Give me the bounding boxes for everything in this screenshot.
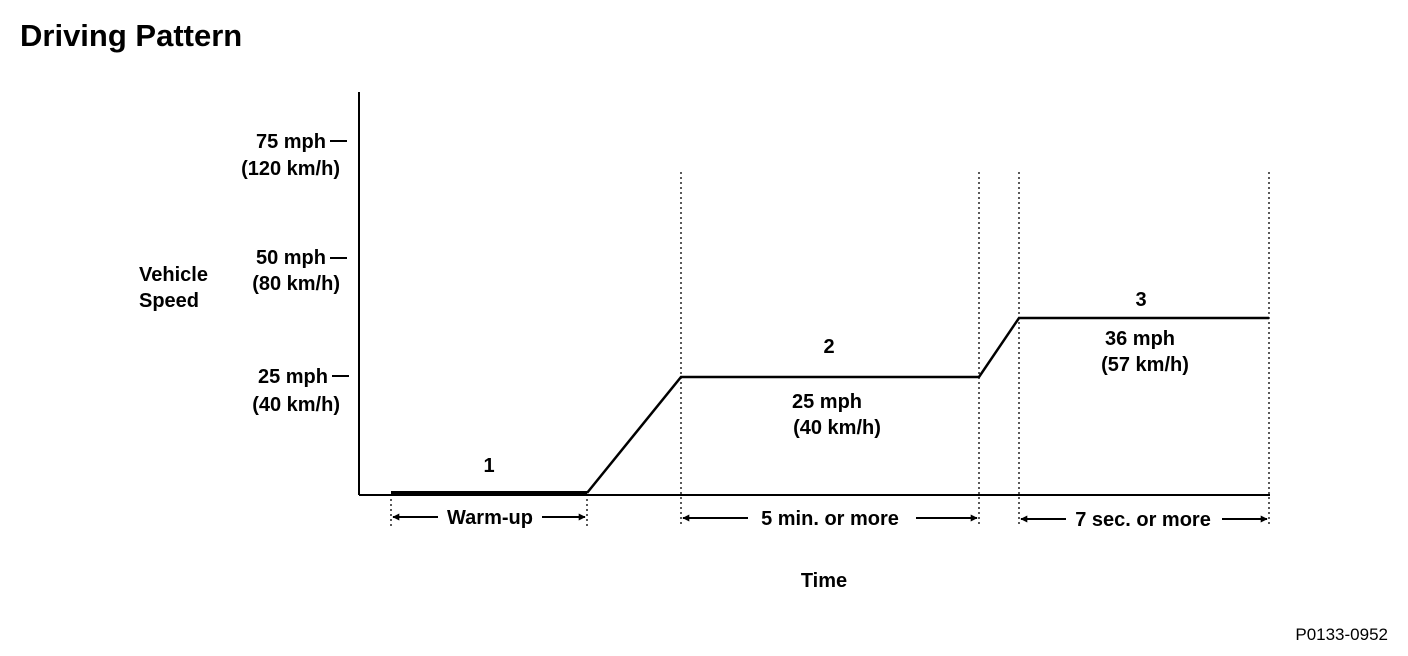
y-tick-25-kmh: (40 km/h) (252, 394, 340, 416)
phase-3-number: 3 (1135, 289, 1146, 311)
y-tick-75-mph: 75 mph (256, 131, 326, 153)
diagram-title: Driving Pattern (20, 18, 242, 53)
y-tick-25-mph: 25 mph (258, 366, 328, 388)
phase-1-number: 1 (483, 455, 494, 477)
phase-3-speed-mph: 36 mph (1105, 328, 1175, 350)
phase-3-speed-kmh: (57 km/h) (1101, 354, 1189, 376)
y-axis-label-line1: Vehicle (139, 264, 208, 286)
y-tick-50-mph: 50 mph (256, 247, 326, 269)
phase-2-speed-mph: 25 mph (792, 391, 862, 413)
y-axis-label-line2: Speed (139, 290, 199, 312)
phase-boundaries (390, 172, 1270, 527)
x-axis-label: Time (801, 570, 847, 592)
phase-2-duration-label: 5 min. or more (761, 508, 899, 530)
warmup-duration-label: Warm-up (447, 507, 533, 529)
y-tick-75-kmh: (120 km/h) (241, 158, 340, 180)
phase-2-speed-kmh: (40 km/h) (793, 417, 881, 439)
y-tick-50-kmh: (80 km/h) (252, 273, 340, 295)
phase-3-duration-label: 7 sec. or more (1075, 509, 1211, 531)
speed-profile-line (586, 316, 1269, 494)
phase-2-number: 2 (823, 336, 834, 358)
figure-code: P0133-0952 (1295, 625, 1388, 644)
